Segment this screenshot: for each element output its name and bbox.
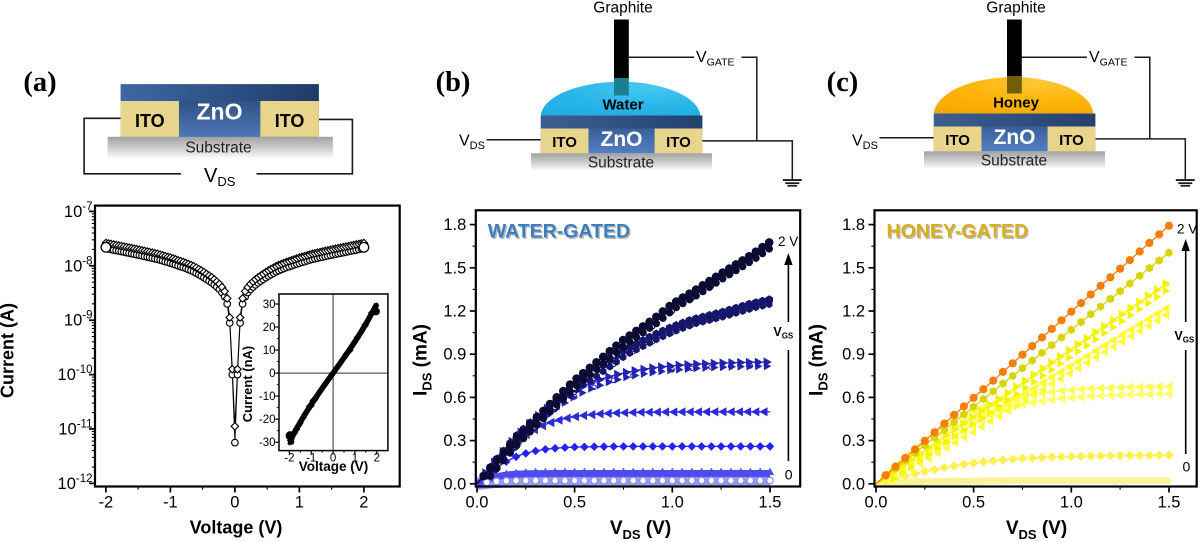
svg-text:30: 30 xyxy=(263,299,276,311)
svg-text:-20: -20 xyxy=(259,414,276,426)
svg-text:0.3: 0.3 xyxy=(443,432,466,450)
svg-text:-30: -30 xyxy=(259,437,276,449)
svg-text:Substrate: Substrate xyxy=(185,140,251,157)
svg-text:ITO: ITO xyxy=(1059,132,1084,149)
svg-text:1.0: 1.0 xyxy=(661,494,684,512)
svg-text:1: 1 xyxy=(352,453,358,465)
svg-text:10-12: 10-12 xyxy=(58,473,93,493)
svg-text:ITO: ITO xyxy=(945,132,970,149)
svg-text:10-7: 10-7 xyxy=(64,201,93,221)
svg-text:1: 1 xyxy=(295,494,304,512)
svg-text:10: 10 xyxy=(263,345,276,357)
svg-text:0.6: 0.6 xyxy=(842,389,865,407)
svg-text:2: 2 xyxy=(359,494,368,512)
svg-text:HONEY-GATED: HONEY-GATED xyxy=(888,222,1030,244)
svg-text:(a): (a) xyxy=(23,67,56,98)
svg-text:1.5: 1.5 xyxy=(759,494,782,512)
svg-text:-1: -1 xyxy=(306,453,316,465)
svg-text:WATER-GATED: WATER-GATED xyxy=(488,221,630,243)
svg-text:Graphite: Graphite xyxy=(593,0,652,17)
svg-text:Substrate: Substrate xyxy=(588,155,654,172)
svg-text:Water: Water xyxy=(602,97,643,114)
svg-text:0: 0 xyxy=(1183,459,1191,475)
svg-text:0: 0 xyxy=(269,368,275,380)
svg-text:2: 2 xyxy=(374,453,380,465)
svg-text:0: 0 xyxy=(330,453,336,465)
svg-text:WATER-GATED: WATER-GATED xyxy=(489,222,631,244)
svg-text:VDS (V): VDS (V) xyxy=(610,518,671,542)
svg-text:10-9: 10-9 xyxy=(64,310,93,330)
svg-text:10-11: 10-11 xyxy=(58,419,92,439)
svg-text:Substrate: Substrate xyxy=(981,153,1047,170)
svg-text:-10: -10 xyxy=(259,391,276,403)
svg-text:VGATE: VGATE xyxy=(1089,49,1127,69)
svg-text:IDS (mA): IDS (mA) xyxy=(807,324,831,396)
svg-text:Current (nA): Current (nA) xyxy=(240,346,255,423)
svg-text:VDS: VDS xyxy=(852,133,878,153)
svg-text:HONEY-GATED: HONEY-GATED xyxy=(887,221,1029,243)
svg-text:(c): (c) xyxy=(827,67,859,98)
svg-text:1.8: 1.8 xyxy=(443,216,466,234)
svg-text:0.0: 0.0 xyxy=(466,494,489,512)
svg-text:1.5: 1.5 xyxy=(842,259,865,277)
svg-text:2 V: 2 V xyxy=(778,234,798,249)
svg-text:0.9: 0.9 xyxy=(842,346,865,364)
svg-text:1.8: 1.8 xyxy=(842,216,865,234)
svg-text:ZnO: ZnO xyxy=(601,128,643,151)
svg-text:(b): (b) xyxy=(436,67,471,98)
svg-text:10-8: 10-8 xyxy=(64,255,93,275)
svg-text:VDS (V): VDS (V) xyxy=(1006,518,1067,542)
svg-text:ITO: ITO xyxy=(666,134,691,151)
svg-text:0: 0 xyxy=(785,467,793,483)
svg-text:0.3: 0.3 xyxy=(842,432,865,450)
svg-text:VGS: VGS xyxy=(773,325,794,341)
svg-text:ZnO: ZnO xyxy=(197,99,243,125)
svg-text:Voltage (V): Voltage (V) xyxy=(299,459,369,474)
svg-text:0.9: 0.9 xyxy=(443,346,466,364)
svg-text:VGATE: VGATE xyxy=(696,49,734,69)
svg-text:1.2: 1.2 xyxy=(443,303,466,321)
svg-text:0.0: 0.0 xyxy=(842,475,865,493)
svg-text:1.5: 1.5 xyxy=(443,259,466,277)
svg-text:-1: -1 xyxy=(163,494,178,512)
svg-text:0: 0 xyxy=(230,494,239,512)
svg-text:IDS (mA): IDS (mA) xyxy=(411,324,435,396)
svg-text:VDS: VDS xyxy=(459,133,485,153)
svg-text:Graphite: Graphite xyxy=(986,0,1045,17)
svg-text:10-10: 10-10 xyxy=(58,364,93,384)
svg-text:ITO: ITO xyxy=(135,111,165,131)
svg-text:0.0: 0.0 xyxy=(443,475,466,493)
svg-text:ZnO: ZnO xyxy=(994,126,1036,149)
svg-text:ITO: ITO xyxy=(275,111,305,131)
svg-text:Current (A): Current (A) xyxy=(0,303,18,398)
svg-text:Honey: Honey xyxy=(993,95,1040,112)
svg-text:2 V: 2 V xyxy=(1177,222,1197,237)
svg-text:1.0: 1.0 xyxy=(1060,494,1083,512)
svg-text:-2: -2 xyxy=(284,453,294,465)
svg-text:0.6: 0.6 xyxy=(443,389,466,407)
svg-text:0.0: 0.0 xyxy=(865,494,888,512)
svg-text:1.2: 1.2 xyxy=(842,303,865,321)
svg-text:ITO: ITO xyxy=(552,134,577,151)
svg-text:0.5: 0.5 xyxy=(962,494,985,512)
svg-text:0.5: 0.5 xyxy=(563,494,586,512)
svg-text:Voltage (V): Voltage (V) xyxy=(190,518,283,538)
svg-text:-2: -2 xyxy=(99,494,114,512)
svg-text:1.5: 1.5 xyxy=(1158,494,1181,512)
svg-text:20: 20 xyxy=(263,322,276,334)
svg-text:VDS: VDS xyxy=(204,165,236,189)
svg-text:VGS: VGS xyxy=(1174,329,1195,345)
